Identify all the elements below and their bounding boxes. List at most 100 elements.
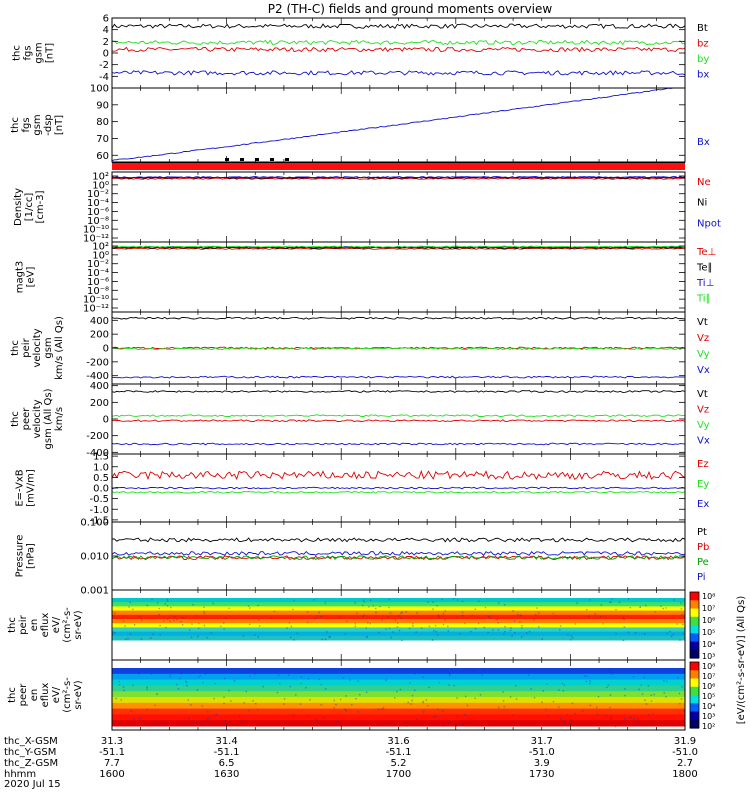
- legend-label: by: [697, 54, 709, 65]
- y-axis-label: eflux: [40, 613, 51, 638]
- y-tick-label: 400: [90, 381, 109, 392]
- y-axis-label: [mV/m]: [26, 469, 37, 507]
- legend-label: Vz: [697, 405, 709, 416]
- colorbar-segment: [690, 678, 699, 688]
- y-tick-label: 200: [90, 398, 109, 409]
- x-row-value: 3.9: [534, 758, 550, 769]
- colorbar-tick-label: 10⁷: [702, 604, 715, 613]
- series-line-Pb: [111, 555, 686, 561]
- colorbar-segment: [690, 711, 699, 721]
- x-row-value: 31.4: [215, 736, 237, 747]
- panel-7: E=-VxB [mV/m] Ez Ey Ex 1.51.00.50.0-0.5-1.0-1…: [15, 452, 710, 527]
- colorbar-segment: [690, 592, 699, 601]
- spectrogram-band: [112, 631, 685, 637]
- colorbar-segment: [690, 695, 699, 704]
- x-row-value: -51.1: [99, 747, 125, 758]
- legend-label: bx: [697, 70, 709, 81]
- y-tick-label: 100: [90, 84, 109, 95]
- y-axis-label: (cm²-s-: [62, 677, 73, 713]
- x-row-value: 2.7: [677, 758, 693, 769]
- colorbar-segment: [690, 600, 699, 610]
- spectrogram-band: [112, 685, 685, 692]
- legend-label: bz: [697, 39, 709, 50]
- colorbar-tick-label: 10⁶: [702, 616, 715, 625]
- legend-label: Ez: [697, 459, 709, 470]
- y-axis-label: eflux: [40, 683, 51, 708]
- legend-label: Ti⊥: [696, 278, 714, 289]
- colorbar-segment: [690, 633, 699, 643]
- y-axis-label: -dsp: [43, 114, 54, 136]
- series-line-Ey: [111, 490, 686, 494]
- y-axis-label: thc: [10, 411, 21, 427]
- y-tick-label: 0: [103, 49, 109, 60]
- legend-label: Ex: [697, 499, 709, 510]
- y-tick-label: 10⁻¹²: [83, 304, 109, 315]
- y-axis-label: sr-eV): [73, 610, 84, 639]
- colorbar-segment: [690, 608, 699, 618]
- y-axis-label: E=-VxB: [15, 469, 26, 506]
- y-tick-label: -0.5: [89, 494, 109, 505]
- series-line-Vy: [111, 347, 686, 351]
- y-axis-label: thc: [7, 617, 18, 633]
- legend-label: Pe: [697, 557, 709, 568]
- y-axis-label: [1/cc]: [24, 193, 35, 222]
- y-axis-label: [nPa]: [26, 543, 37, 569]
- spectrogram-band: [112, 598, 685, 603]
- colorbar-tick-label: 10⁶: [702, 682, 715, 691]
- legend-label: Vy: [697, 420, 710, 431]
- y-tick-label: 0.0: [93, 484, 109, 495]
- y-axis-label: [eV]: [26, 267, 37, 288]
- colorbar-segment: [690, 686, 699, 696]
- x-row-value: 31.6: [387, 736, 409, 747]
- spectrogram-band: [112, 697, 685, 704]
- series-line-Vx: [111, 375, 685, 379]
- colorbar-segment: [690, 719, 699, 729]
- y-tick-label: 1.5: [93, 452, 109, 463]
- colorbar-segment: [690, 662, 699, 671]
- y-axis-label: thc: [7, 687, 18, 703]
- spectrogram-band: [112, 720, 685, 727]
- mode-marker: [285, 158, 289, 161]
- y-axis-label: peir: [21, 337, 32, 357]
- series-line-Vz: [111, 419, 686, 423]
- y-tick-label: 0.001: [80, 586, 109, 597]
- colorbar-tick-label: 10⁸: [702, 592, 715, 601]
- y-tick-label: 6: [103, 14, 109, 25]
- y-axis-label: eV/: [51, 686, 62, 703]
- y-axis-label: en: [29, 619, 40, 632]
- y-axis-label: Density: [13, 188, 24, 226]
- plot-title: P2 (TH-C) fields and ground moments over…: [268, 2, 553, 16]
- mode-bar: [112, 163, 685, 170]
- x-row-value: 1600: [99, 769, 124, 780]
- series-line-Vt: [111, 390, 686, 393]
- series-line-Ti∥: [111, 245, 685, 248]
- panel-3: Density [1/cc] [cm-3]NeNiNpot10²10⁰10⁻²10⁻…: [13, 171, 721, 245]
- series-line-Vt: [111, 316, 686, 320]
- y-tick-label: 70: [96, 134, 109, 145]
- y-axis-label: en: [29, 689, 40, 702]
- y-tick-label: 10⁻⁸: [87, 286, 109, 297]
- mode-marker: [240, 158, 244, 161]
- y-tick-label: 10²: [92, 242, 109, 253]
- colorbar-tick-label: 10³: [702, 712, 715, 721]
- colorbar-label: [eV/(cm²-s-sr-eV)] (All Qs): [736, 596, 747, 725]
- series-line-Ni: [111, 176, 686, 179]
- colorbar-tick-label: 10⁵: [702, 692, 715, 701]
- x-row-value: 5.2: [391, 758, 407, 769]
- spectrogram-band: [112, 714, 685, 721]
- y-tick-label: 10⁻⁴: [87, 198, 109, 209]
- colorbar-segment: [690, 616, 699, 626]
- y-axis-label: [nT]: [45, 43, 56, 63]
- spectrogram-band: [112, 708, 685, 715]
- mode-marker: [255, 158, 259, 161]
- panel-4: magt3 [eV]Te⊥Te∥Ti⊥Ti∥10²10⁰10⁻²10⁻⁴10⁻⁶1…: [15, 241, 716, 315]
- x-row-label: thc_X-GSM: [4, 736, 58, 747]
- colorbar-tick-label: 10⁵: [702, 628, 715, 637]
- spectrogram-band: [112, 635, 685, 641]
- legend-label: Vx: [697, 436, 710, 447]
- y-axis-label: [nT]: [54, 115, 65, 135]
- x-row-value: 1630: [214, 769, 239, 780]
- y-tick-label: 10⁻⁴: [87, 268, 109, 279]
- legend-label: Te∥: [696, 263, 713, 274]
